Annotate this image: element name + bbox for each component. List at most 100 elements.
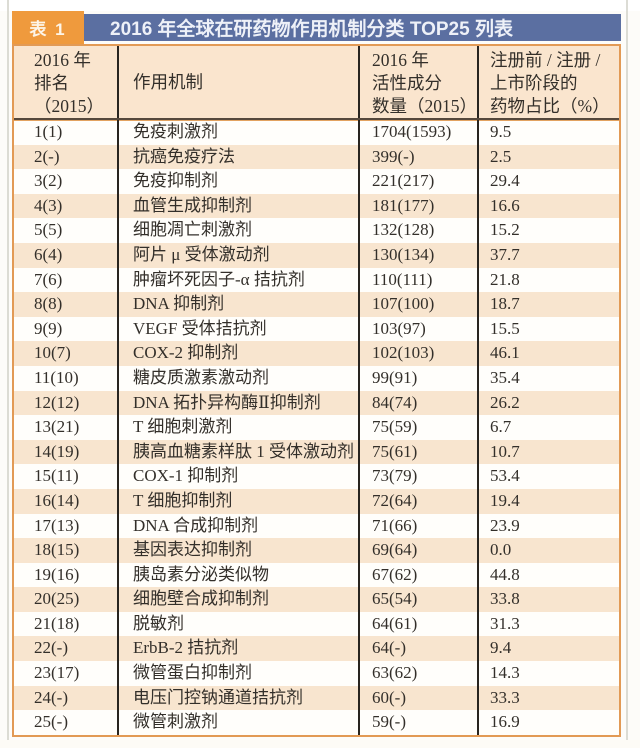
cell-percent: 33.3 <box>477 685 619 711</box>
header-rank-line2: 排名 <box>34 73 69 93</box>
cell-count: 64(61) <box>358 611 477 637</box>
table-title-bar: 表 1 2016 年全球在研药物作用机制分类 TOP25 列表 <box>12 11 621 44</box>
cell-count: 65(54) <box>358 587 477 612</box>
table-row: 11(10) 糖皮质激素激动剂 99(91) 35.4 <box>14 365 619 391</box>
cell-percent: 53.4 <box>477 464 619 489</box>
cell-mechanism: 阿片 μ 受体激动剂 <box>117 242 358 268</box>
cell-rank: 18(15) <box>34 540 80 560</box>
cell-mechanism: 微管刺激剂 <box>117 710 358 735</box>
table-row: 4(3) 血管生成抑制剂 181(177) 16.6 <box>14 193 619 219</box>
table-number-badge: 表 1 <box>12 11 84 44</box>
cell-mechanism: 细胞壁合成抑制剂 <box>117 587 358 612</box>
cell-rank: 11(10) <box>34 367 79 387</box>
header-count: 2016 年 活性成分 数量（2015） <box>358 46 477 118</box>
cell-percent: 35.4 <box>477 365 619 391</box>
cell-percent: 15.2 <box>477 218 619 243</box>
cell-mechanism: 电压门控钠通道拮抗剂 <box>117 685 358 711</box>
cell-rank: 21(18) <box>34 613 80 633</box>
cell-mechanism: T 细胞刺激剂 <box>117 415 358 440</box>
cell-mechanism: DNA 抑制剂 <box>117 292 358 317</box>
table-row: 20(25) 细胞壁合成抑制剂 65(54) 33.8 <box>14 587 619 612</box>
header-stage-share-line2: 上市阶段的 <box>490 73 578 93</box>
cell-percent: 26.2 <box>477 390 619 416</box>
cell-percent: 9.4 <box>477 636 619 662</box>
header-rank-line3: （2015） <box>34 96 104 116</box>
cell-percent: 21.8 <box>477 267 619 293</box>
cell-count: 59(-) <box>358 710 477 735</box>
header-stage-share-line1: 注册前 / 注册 / <box>490 50 601 70</box>
table-row: 21(18) 脱敏剂 64(61) 31.3 <box>14 611 619 637</box>
cell-percent: 15.5 <box>477 316 619 342</box>
cell-mechanism: T 细胞抑制剂 <box>117 488 358 514</box>
cell-rank: 2(-) <box>34 146 60 166</box>
cell-count: 110(111) <box>358 267 477 293</box>
cell-percent: 6.7 <box>477 415 619 440</box>
header-mechanism: 作用机制 <box>117 46 358 118</box>
cell-count: 71(66) <box>358 513 477 539</box>
cell-percent: 31.3 <box>477 611 619 637</box>
cell-percent: 37.7 <box>477 242 619 268</box>
cell-rank: 16(14) <box>34 490 80 510</box>
cell-percent: 0.0 <box>477 538 619 563</box>
cell-rank: 15(11) <box>34 466 79 486</box>
header-rank: 2016 年 排名 （2015） <box>14 46 117 118</box>
cell-percent: 9.5 <box>477 120 619 145</box>
top25-mechanism-table: 2016 年 排名 （2015） 作用机制 2016 年 活性成分 数量（201… <box>12 44 621 737</box>
cell-percent: 23.9 <box>477 513 619 539</box>
cell-count: 73(79) <box>358 464 477 489</box>
cell-mechanism: 基因表达抑制剂 <box>117 538 358 563</box>
cell-mechanism: DNA 拓扑异构酶Ⅱ抑制剂 <box>117 390 358 416</box>
cell-count: 103(97) <box>358 316 477 342</box>
header-rank-line1: 2016 年 <box>34 50 91 70</box>
cell-count: 221(217) <box>358 169 477 194</box>
table-row: 10(7) COX-2 抑制剂 102(103) 46.1 <box>14 341 619 366</box>
cell-count: 99(91) <box>358 365 477 391</box>
table-row: 13(21) T 细胞刺激剂 75(59) 6.7 <box>14 415 619 440</box>
table-row: 2(-) 抗癌免疫疗法 399(-) 2.5 <box>14 144 619 170</box>
table-row: 22(-) ErbB-2 拮抗剂 64(-) 9.4 <box>14 636 619 662</box>
cell-rank: 24(-) <box>34 687 68 707</box>
cell-percent: 19.4 <box>477 488 619 514</box>
header-stage-share-line3: 药物占比（%） <box>490 96 610 116</box>
table-row: 24(-) 电压门控钠通道拮抗剂 60(-) 33.3 <box>14 685 619 711</box>
cell-mechanism: ErbB-2 拮抗剂 <box>117 636 358 662</box>
cell-rank: 9(9) <box>34 318 63 338</box>
header-stage-share: 注册前 / 注册 / 上市阶段的 药物占比（%） <box>477 46 619 118</box>
page-bottom-margin <box>0 740 640 748</box>
table-row: 7(6) 肿瘤坏死因子-α 拮抗剂 110(111) 21.8 <box>14 267 619 293</box>
cell-percent: 46.1 <box>477 341 619 366</box>
cell-mechanism: COX-2 抑制剂 <box>117 341 358 366</box>
header-count-line3: 数量（2015） <box>372 96 477 116</box>
cell-mechanism: DNA 合成抑制剂 <box>117 513 358 539</box>
cell-count: 72(64) <box>358 488 477 514</box>
page-edge-line-right <box>626 0 628 748</box>
table-row: 15(11) COX-1 抑制剂 73(79) 53.4 <box>14 464 619 489</box>
cell-count: 84(74) <box>358 390 477 416</box>
cell-mechanism: 胰岛素分泌类似物 <box>117 562 358 588</box>
cell-mechanism: 肿瘤坏死因子-α 拮抗剂 <box>117 267 358 293</box>
cell-count: 63(62) <box>358 661 477 686</box>
table-row: 3(2) 免疫抑制剂 221(217) 29.4 <box>14 169 619 194</box>
cell-count: 107(100) <box>358 292 477 317</box>
cell-mechanism: 糖皮质激素激动剂 <box>117 365 358 391</box>
cell-rank: 8(8) <box>34 294 63 314</box>
table-row: 25(-) 微管刺激剂 59(-) 16.9 <box>14 710 619 735</box>
table-row: 8(8) DNA 抑制剂 107(100) 18.7 <box>14 292 619 317</box>
table-header-row: 2016 年 排名 （2015） 作用机制 2016 年 活性成分 数量（201… <box>14 46 619 120</box>
cell-count: 69(64) <box>358 538 477 563</box>
table-row: 23(17) 微管蛋白抑制剂 63(62) 14.3 <box>14 661 619 686</box>
table-row: 9(9) VEGF 受体拮抗剂 103(97) 15.5 <box>14 316 619 342</box>
cell-mechanism: 免疫刺激剂 <box>117 120 358 145</box>
cell-count: 181(177) <box>358 193 477 219</box>
cell-percent: 18.7 <box>477 292 619 317</box>
page-top-margin <box>0 0 640 11</box>
header-mechanism-line1: 作用机制 <box>133 71 203 92</box>
cell-rank: 4(3) <box>34 195 63 215</box>
page-edge-line-left <box>7 0 9 748</box>
cell-percent: 29.4 <box>477 169 619 194</box>
cell-mechanism: 胰高血糖素样肽 1 受体激动剂 <box>117 439 358 465</box>
cell-count: 75(61) <box>358 439 477 465</box>
table-row: 14(19) 胰高血糖素样肽 1 受体激动剂 75(61) 10.7 <box>14 439 619 465</box>
cell-count: 1704(1593) <box>358 120 477 145</box>
